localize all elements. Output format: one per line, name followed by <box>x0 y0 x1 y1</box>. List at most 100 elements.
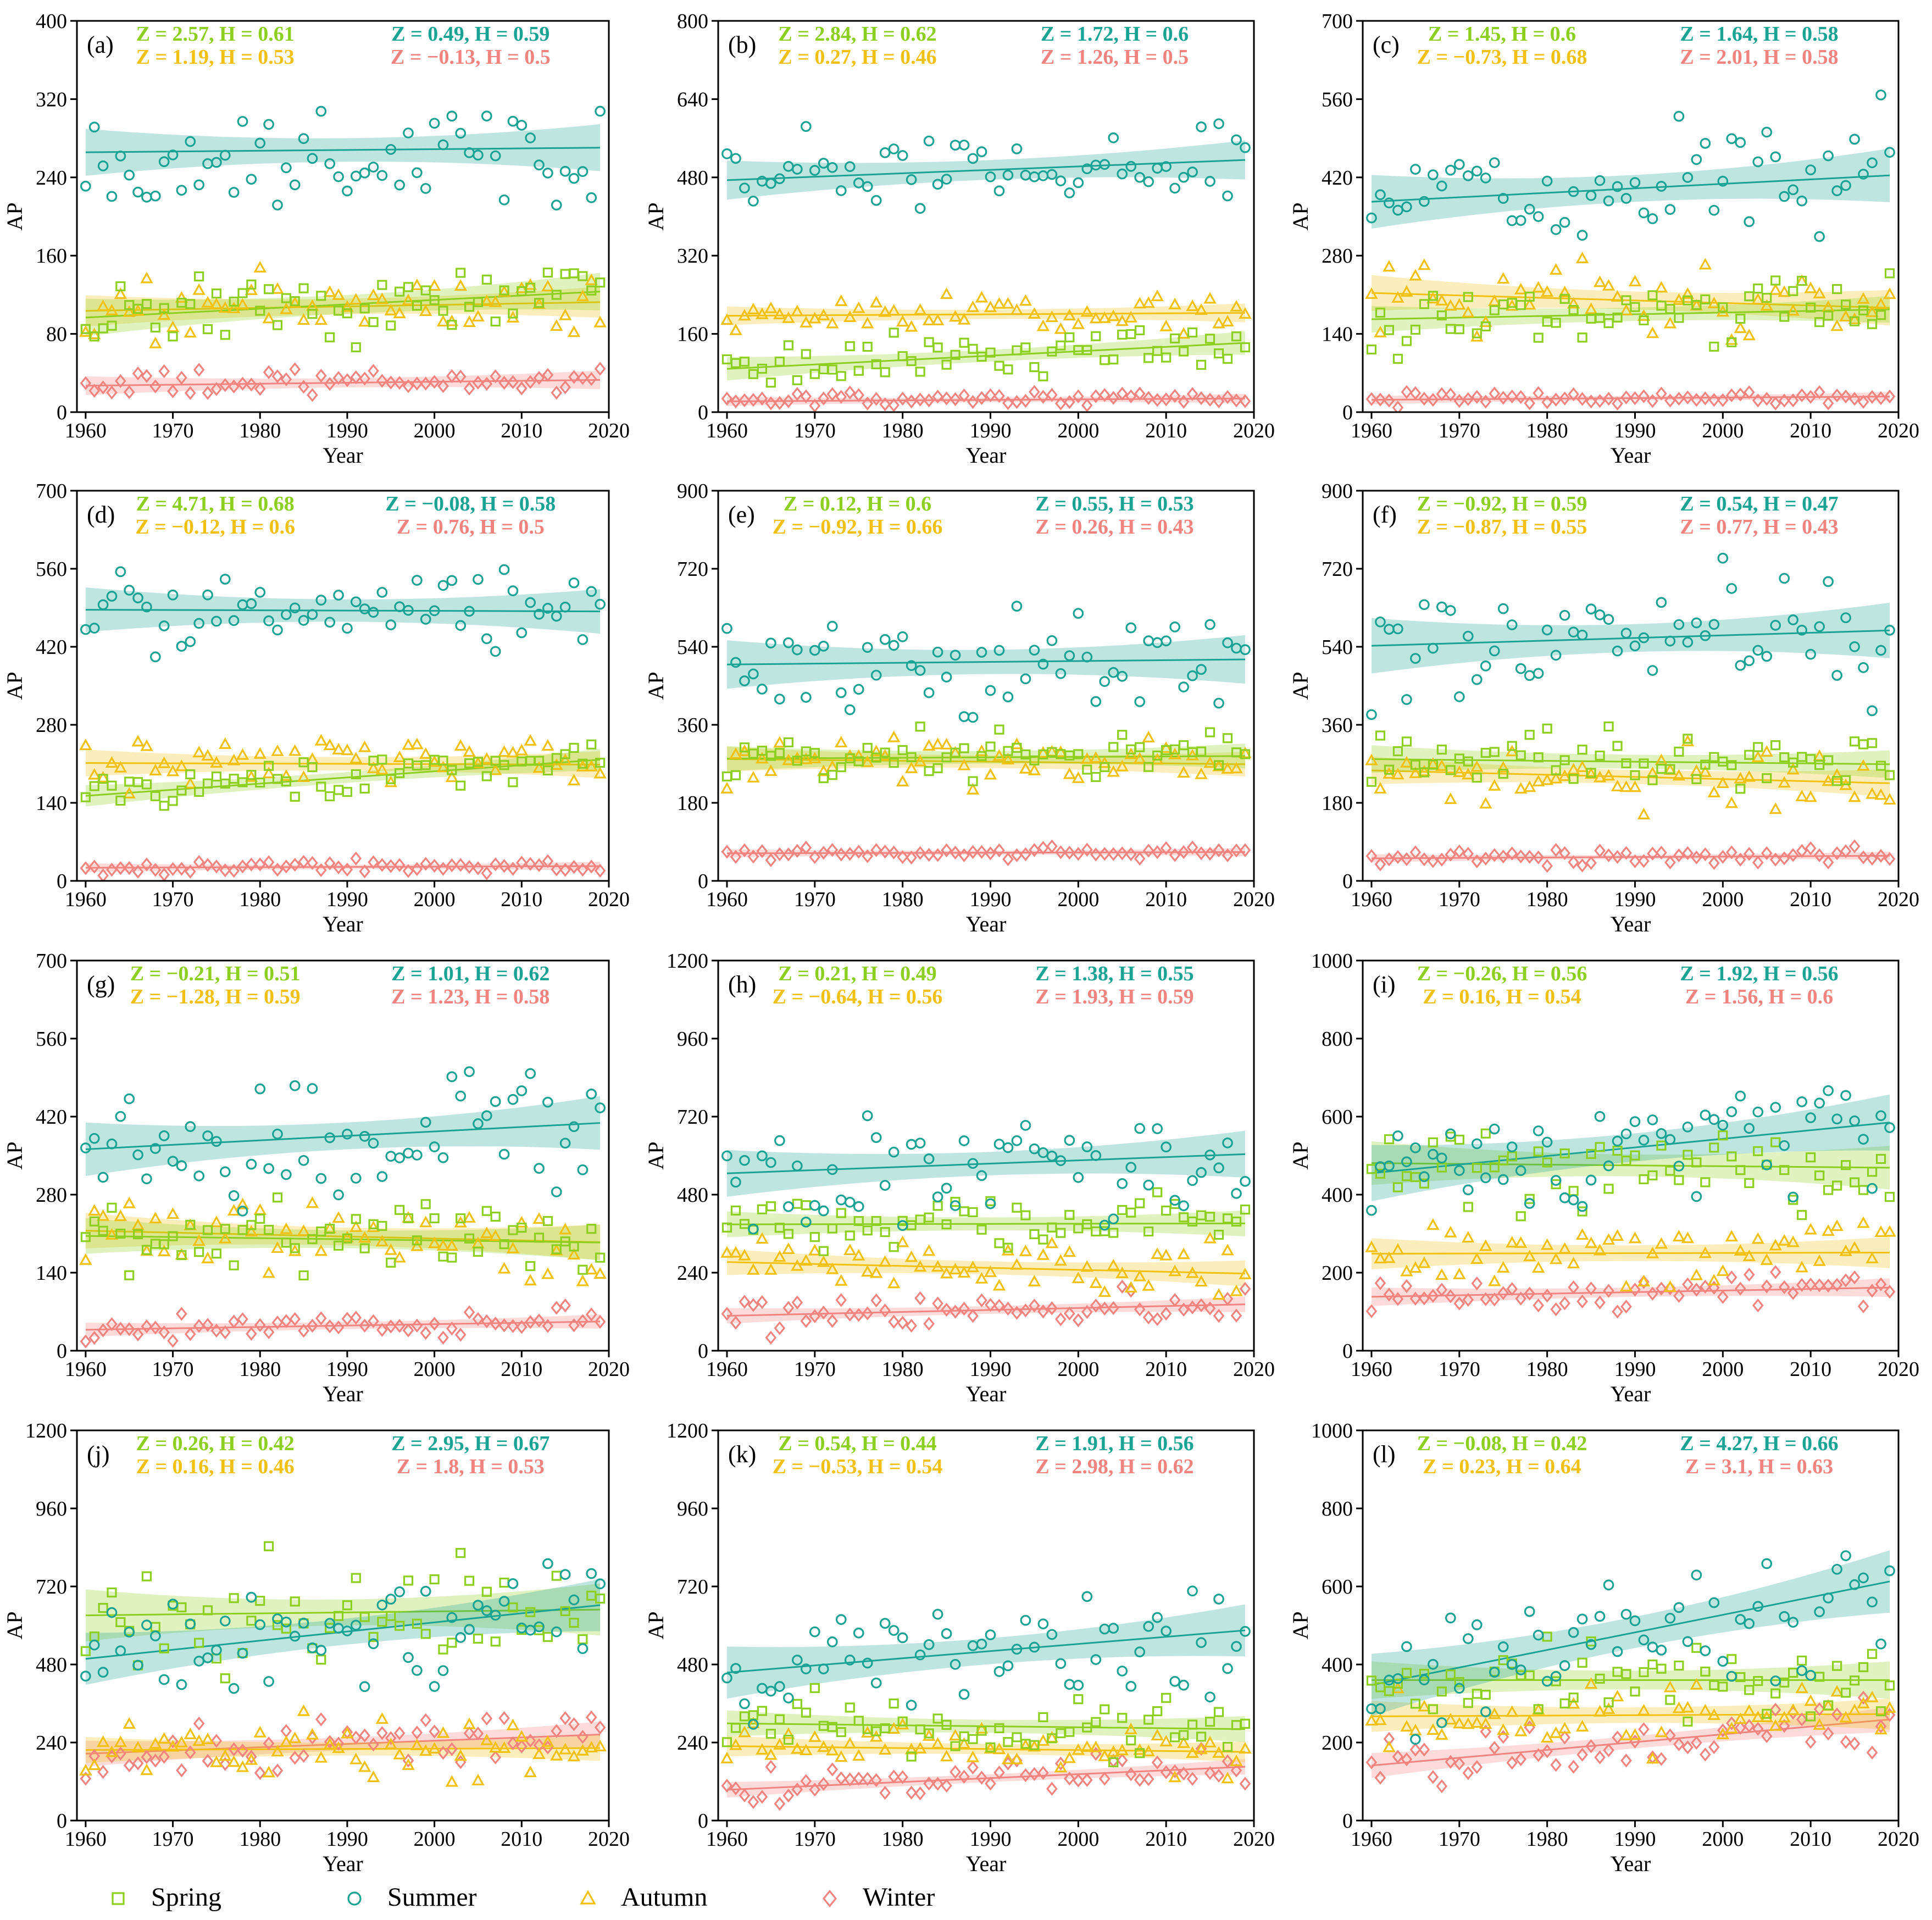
data-point <box>542 1096 553 1108</box>
data-point <box>1735 784 1746 794</box>
data-point <box>350 1311 362 1325</box>
data-point <box>290 791 300 802</box>
data-point <box>1204 619 1215 630</box>
data-point <box>721 1150 732 1162</box>
data-point <box>1575 760 1589 772</box>
data-point <box>1647 1660 1658 1670</box>
data-point <box>419 304 432 316</box>
data-point <box>870 392 882 406</box>
data-point <box>739 1295 751 1309</box>
data-point <box>166 320 180 332</box>
data-point <box>1151 290 1164 302</box>
data-point <box>1866 1690 1879 1702</box>
data-point <box>1620 1753 1632 1768</box>
data-point <box>159 1643 169 1653</box>
data-point <box>403 1652 414 1663</box>
data-point <box>367 1771 380 1783</box>
data-point <box>1778 1719 1790 1733</box>
stat-spring: Z = 0.26, H = 0.42 <box>136 1432 295 1455</box>
data-point <box>950 392 961 407</box>
data-point <box>932 179 943 190</box>
data-point <box>809 1683 820 1693</box>
data-point <box>385 375 397 390</box>
data-point <box>808 1244 821 1256</box>
data-point <box>1656 181 1667 192</box>
data-point <box>1134 1646 1146 1657</box>
data-point <box>774 847 786 862</box>
data-point <box>1823 755 1834 765</box>
data-point <box>1867 1596 1878 1608</box>
data-point <box>976 1638 987 1650</box>
data-point <box>1001 297 1015 309</box>
data-point <box>410 1239 424 1251</box>
data-point <box>307 309 318 319</box>
data-point <box>1778 393 1790 408</box>
data-point <box>879 1180 891 1191</box>
axes-frame <box>717 490 1255 882</box>
data-point <box>473 1633 484 1644</box>
data-point <box>298 133 309 145</box>
data-point <box>1700 847 1711 862</box>
data-point <box>1515 1291 1527 1306</box>
data-point <box>1752 1722 1764 1736</box>
data-point <box>1143 762 1154 772</box>
data-point <box>254 382 266 396</box>
data-point <box>1753 284 1763 294</box>
series-summer <box>721 601 1251 723</box>
data-point <box>1568 1693 1579 1703</box>
data-point <box>420 1199 431 1209</box>
data-point <box>1524 203 1535 215</box>
panel-label: (f) <box>1373 501 1397 528</box>
series-summer <box>80 1066 606 1217</box>
stat-winter: Z = −0.13, H = 0.5 <box>391 46 551 69</box>
data-point <box>1716 776 1730 789</box>
data-point <box>499 760 509 770</box>
data-point <box>1603 1160 1614 1172</box>
data-point <box>1505 1705 1519 1717</box>
y-tick-label: 360 <box>1322 714 1353 737</box>
data-point <box>488 295 502 307</box>
data-point <box>1630 1686 1640 1697</box>
data-point <box>115 1645 126 1656</box>
data-point <box>1656 1752 1667 1766</box>
data-point <box>1567 1257 1580 1269</box>
x-axis-label: Year <box>966 1851 1007 1876</box>
data-point <box>1875 310 1886 320</box>
data-point <box>739 675 750 686</box>
data-point <box>420 1326 432 1340</box>
data-point <box>281 162 292 174</box>
data-point <box>1419 1668 1429 1679</box>
data-point <box>1383 1288 1395 1302</box>
data-point <box>1028 763 1041 775</box>
data-point <box>1867 1167 1878 1177</box>
data-point <box>1134 171 1146 183</box>
x-tick-label: 1990 <box>326 419 368 442</box>
data-point <box>568 1318 580 1333</box>
data-point <box>1195 303 1208 315</box>
data-point <box>1046 169 1058 180</box>
data-point <box>1858 305 1869 315</box>
data-point <box>533 1313 545 1328</box>
data-point <box>402 379 414 393</box>
data-point <box>1567 1697 1580 1709</box>
data-point <box>809 1626 820 1638</box>
data-point <box>1806 754 1816 764</box>
data-point <box>393 751 406 763</box>
x-tick-label: 1990 <box>969 419 1011 442</box>
data-point <box>1638 207 1650 219</box>
data-point <box>1186 1772 1198 1786</box>
data-point <box>1204 1301 1216 1316</box>
data-point <box>739 843 751 857</box>
data-point <box>412 167 423 179</box>
data-point <box>1134 851 1146 866</box>
data-point <box>1003 364 1013 375</box>
data-point <box>123 1717 136 1729</box>
data-point <box>1787 614 1799 625</box>
data-point <box>1366 776 1377 787</box>
data-point <box>792 1198 802 1209</box>
data-point <box>835 1771 847 1785</box>
data-point <box>950 140 961 151</box>
data-point <box>1779 1140 1790 1151</box>
data-point <box>446 110 458 122</box>
data-point <box>1630 302 1640 312</box>
